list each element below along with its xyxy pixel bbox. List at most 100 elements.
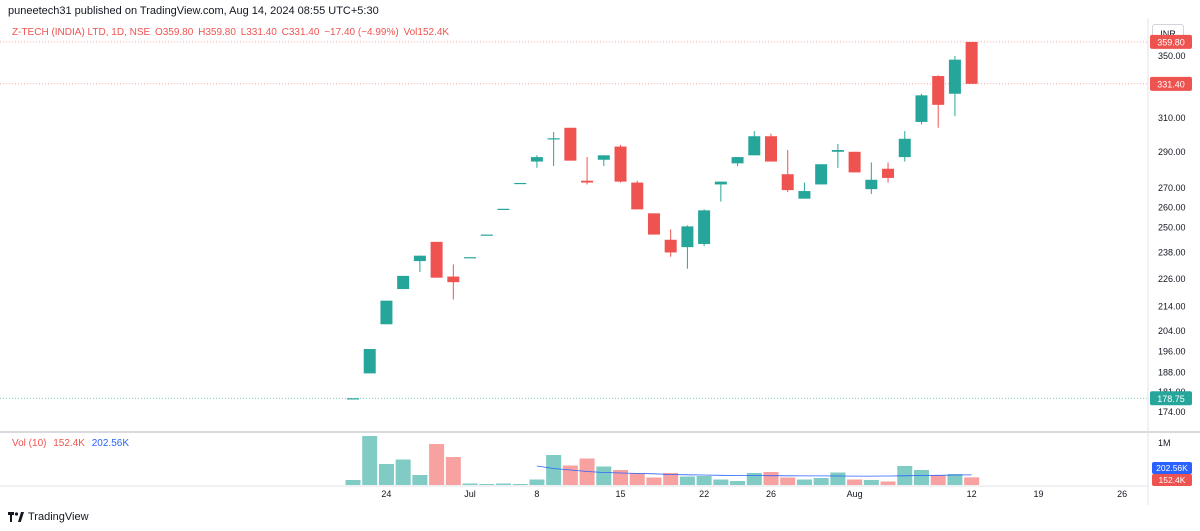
volume-bar xyxy=(964,477,980,485)
price-scale-badge-label: 178.75 xyxy=(1157,394,1185,404)
volume-bar xyxy=(512,484,528,485)
candle-body xyxy=(447,276,460,283)
candle-body xyxy=(497,208,510,210)
volume-bar xyxy=(529,479,545,485)
candle-body xyxy=(765,136,777,162)
time-tick-label: 26 xyxy=(1117,489,1127,499)
candle-body xyxy=(898,138,911,158)
price-scale-badge xyxy=(1150,391,1192,406)
volume-bar xyxy=(412,475,428,485)
candle-body xyxy=(698,210,711,244)
candle-body xyxy=(681,226,694,248)
candle-body xyxy=(430,241,443,278)
volume-bar xyxy=(646,477,662,485)
candle-body xyxy=(597,155,610,160)
volume-bar xyxy=(613,470,629,485)
price-tick-label: 226.00 xyxy=(1158,274,1186,284)
time-tick-label: 26 xyxy=(766,489,776,499)
time-tick-label: 22 xyxy=(699,489,709,499)
volume-bar xyxy=(713,479,729,485)
volume-bar xyxy=(445,457,461,485)
volume-bar xyxy=(913,470,929,485)
candle-body xyxy=(748,136,761,156)
volume-bar xyxy=(429,444,445,485)
price-tick-label: 260.00 xyxy=(1158,202,1186,212)
volume-ma-value: 202.56K xyxy=(91,438,129,449)
time-tick-label: Jul xyxy=(464,489,476,499)
candle-body xyxy=(664,239,677,253)
close-value: C331.40 xyxy=(281,27,320,38)
volume-bar xyxy=(546,455,562,485)
time-tick-label: 19 xyxy=(1034,489,1044,499)
candle-body xyxy=(631,182,644,210)
candle-body xyxy=(882,168,895,178)
volume-bar xyxy=(378,464,394,485)
volume-bar xyxy=(362,436,378,485)
time-tick-label: 8 xyxy=(534,489,539,499)
time-tick-label: Aug xyxy=(847,489,863,499)
volume-bar xyxy=(947,474,963,485)
volume-scale-badge-label: 152.4K xyxy=(1159,475,1186,485)
candle-body xyxy=(815,164,828,185)
candle-body xyxy=(514,182,527,185)
candle-body xyxy=(848,151,861,173)
volume-ma-line xyxy=(536,465,972,477)
candle-body xyxy=(564,127,577,161)
candle-body xyxy=(581,180,594,183)
tradingview-logo[interactable]: TradingView xyxy=(8,511,89,523)
candle-body xyxy=(397,275,410,290)
volume-bar xyxy=(462,483,478,485)
candle-body xyxy=(480,234,493,236)
low-value: L331.40 xyxy=(240,27,277,38)
price-tick-label: 204.00 xyxy=(1158,326,1186,336)
candle-body xyxy=(932,76,945,105)
volume-indicator-value: 152.4K xyxy=(53,438,85,449)
volume-bar xyxy=(629,473,645,485)
candle-body xyxy=(948,59,961,94)
symbol-name[interactable]: Z-TECH (INDIA) LTD, 1D, NSE xyxy=(12,27,151,38)
time-tick-label: 24 xyxy=(381,489,391,499)
volume-bar xyxy=(596,466,612,485)
volume-bar xyxy=(479,484,495,485)
price-tick-label: 188.00 xyxy=(1158,368,1186,378)
price-scale-badge xyxy=(1150,76,1192,91)
volume-bar xyxy=(830,472,846,485)
candle-body xyxy=(530,157,543,162)
volume-bar xyxy=(863,480,879,485)
volume-bar xyxy=(562,465,578,485)
volume-bar xyxy=(495,483,511,485)
price-tick-label: 350.00 xyxy=(1158,51,1186,61)
volume-bar xyxy=(813,478,829,485)
price-tick-label: 238.00 xyxy=(1158,247,1186,257)
volume-indicator-label[interactable]: Vol (10) xyxy=(12,438,47,449)
volume-bar xyxy=(746,473,762,485)
candle-body xyxy=(798,191,811,199)
volume-bar xyxy=(663,473,679,485)
change-value: −17.40 (−4.99%) xyxy=(324,27,399,38)
published-caption: puneetech31 published on TradingView.com… xyxy=(8,5,379,17)
price-tick-label: 250.00 xyxy=(1158,222,1186,232)
volume-scale-badge xyxy=(1152,474,1192,486)
volume-bar xyxy=(796,479,812,485)
time-tick-label: 12 xyxy=(967,489,977,499)
candle-body xyxy=(380,300,393,325)
candle-body xyxy=(731,157,744,164)
volume-bar xyxy=(930,475,946,485)
volume-bar xyxy=(730,481,746,485)
volume-layer xyxy=(345,436,980,485)
candle-body xyxy=(347,398,359,400)
time-tick-label: 15 xyxy=(616,489,626,499)
volume-scale-badge-label: 202.56K xyxy=(1156,463,1188,473)
volume-value: Vol152.4K xyxy=(403,27,450,38)
brand-name: TradingView xyxy=(28,511,89,523)
volume-legend: Vol (10) 152.4K 202.56K xyxy=(12,438,129,449)
volume-scale-badge xyxy=(1152,462,1192,474)
symbol-legend: Z-TECH (INDIA) LTD, 1D, NSE O359.80 H359… xyxy=(12,27,451,38)
chart-frame xyxy=(0,18,1200,505)
candle-body xyxy=(915,95,928,122)
volume-bar xyxy=(679,476,695,485)
price-tick-label: 270.00 xyxy=(1158,183,1186,193)
price-tick-label: 310.00 xyxy=(1158,113,1186,123)
candle-body xyxy=(965,41,978,84)
